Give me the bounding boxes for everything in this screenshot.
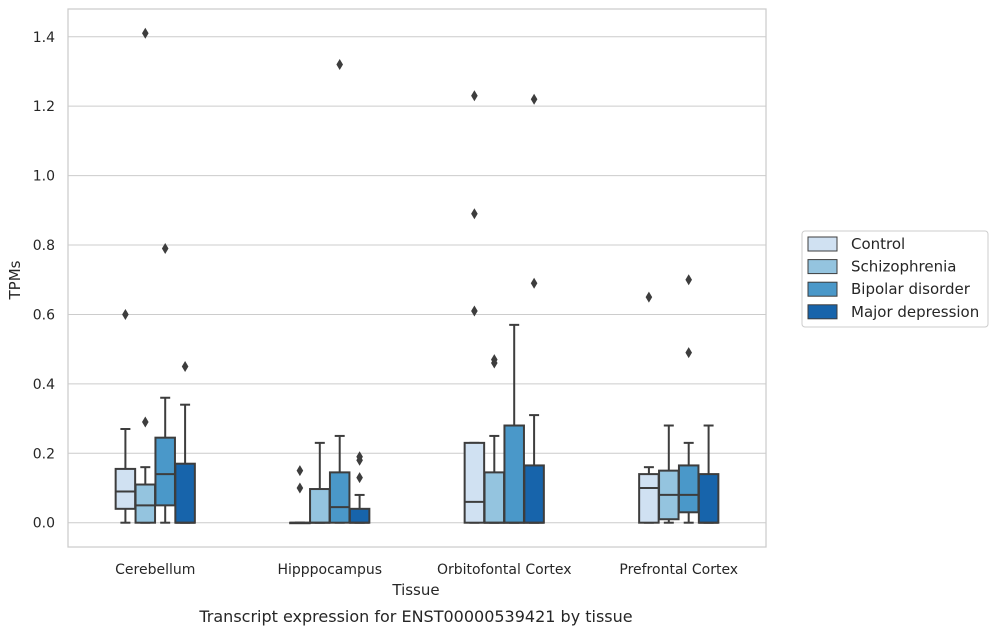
- box-bipolar-disorder: [328, 59, 351, 524]
- outlier-marker: [356, 451, 363, 463]
- legend-label: Major depression: [851, 303, 979, 321]
- box-control: [114, 308, 137, 524]
- boxes-layer: [114, 27, 720, 525]
- legend-swatch: [807, 304, 838, 320]
- box-body: [174, 462, 196, 524]
- x-tick-label: Orbitofontal Cortex: [437, 562, 572, 578]
- outlier-marker: [685, 347, 692, 359]
- outlier-marker: [491, 354, 498, 366]
- outlier-marker: [142, 27, 149, 39]
- plot-frame: [67, 8, 767, 548]
- legend-swatch: [807, 281, 838, 297]
- y-tick-label: 1.2: [33, 99, 55, 115]
- outlier-marker: [530, 93, 538, 105]
- legend-swatch: [807, 259, 838, 275]
- box-body: [638, 473, 660, 524]
- y-tick-label: 0.0: [33, 516, 55, 532]
- outlier-marker: [336, 59, 343, 71]
- box-major-depression: [174, 361, 196, 524]
- box-schizophrenia: [658, 424, 680, 524]
- x-tick-labels: Cerebellum Hipppocampus Orbitofontal Corte…: [115, 562, 738, 578]
- box-body: [523, 464, 545, 524]
- outlier-marker: [471, 208, 478, 220]
- outlier-marker: [296, 465, 304, 477]
- box-major-depression: [523, 93, 545, 524]
- y-tick-label: 1.0: [33, 169, 55, 185]
- box-body: [503, 424, 525, 524]
- box-control: [463, 90, 486, 524]
- box-body: [309, 488, 331, 524]
- outlier-marker: [296, 482, 304, 494]
- legend-frame: [801, 230, 989, 328]
- box-body: [134, 483, 157, 524]
- x-tick-label: Prefrontal Cortex: [619, 562, 738, 578]
- legend-swatch: [807, 236, 838, 252]
- outlier-marker: [122, 308, 129, 320]
- box-schizophrenia: [134, 27, 157, 524]
- legend: Control Schizophrenia Bipolar disorder Majo…: [801, 230, 989, 328]
- x-axis-title: Tissue: [391, 581, 439, 599]
- outlier-marker: [181, 361, 189, 373]
- y-axis-title: TPMs: [6, 260, 24, 300]
- y-tick-label: 1.4: [33, 30, 55, 46]
- outlier-marker: [161, 242, 169, 254]
- x-tick-label: Hipppocampus: [277, 562, 382, 578]
- outlier-marker: [471, 305, 478, 317]
- y-tick-label: 0.6: [33, 307, 55, 323]
- y-tick-label: 0.8: [33, 238, 55, 254]
- outlier-marker: [685, 274, 692, 286]
- outlier-marker: [530, 277, 538, 289]
- chart-caption: Transcript expression for ENST0000053942…: [198, 607, 632, 626]
- x-tick-label: Cerebellum: [115, 562, 195, 578]
- box-body: [114, 467, 137, 510]
- legend-label: Schizophrenia: [851, 258, 956, 276]
- box-control: [638, 291, 660, 524]
- box-body: [677, 464, 700, 514]
- outlier-marker: [471, 90, 478, 102]
- box-body: [348, 507, 371, 524]
- box-body: [328, 471, 351, 524]
- outlier-marker: [645, 291, 653, 303]
- box-major-depression: [697, 424, 720, 524]
- y-tick-label: 0.4: [33, 377, 55, 393]
- box-body: [463, 441, 486, 524]
- outlier-marker: [142, 416, 149, 428]
- outlier-marker: [356, 472, 363, 484]
- box-major-depression: [348, 451, 371, 524]
- y-tick-labels: 0.0 0.2 0.4 0.6 0.8 1.0 1.2 1.4: [33, 30, 55, 532]
- y-tick-label: 0.2: [33, 446, 55, 462]
- legend-label: Bipolar disorder: [851, 280, 971, 298]
- legend-label: Control: [851, 235, 905, 253]
- box-bipolar-disorder: [503, 323, 525, 524]
- box-body: [483, 471, 506, 524]
- box-body: [697, 473, 720, 524]
- box-bipolar-disorder: [154, 242, 176, 524]
- box-body: [154, 436, 176, 507]
